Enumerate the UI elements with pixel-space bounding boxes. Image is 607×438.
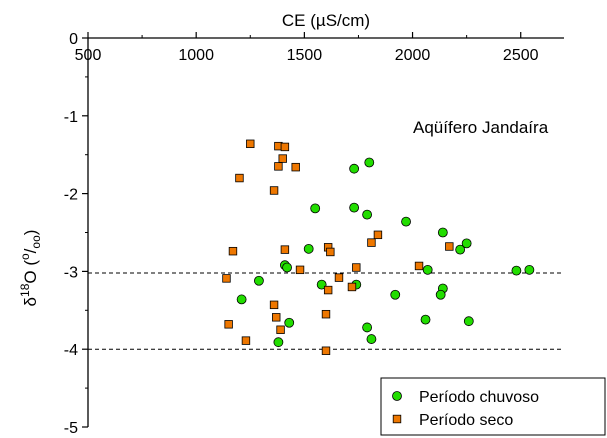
- data-point-chuvoso: [303, 243, 314, 254]
- data-point-seco: [280, 142, 290, 152]
- y-tick-label: -5: [64, 420, 78, 437]
- data-point-chuvoso: [254, 275, 264, 286]
- data-point-chuvoso: [362, 322, 373, 333]
- legend: Período chuvoso Período seco: [380, 377, 606, 436]
- data-point-seco: [246, 139, 255, 149]
- data-point-chuvoso: [390, 289, 401, 300]
- y-tick-label: 0: [69, 31, 78, 48]
- legend-marker: [392, 391, 402, 401]
- data-point-seco: [334, 273, 344, 282]
- data-point-seco: [295, 265, 305, 275]
- data-point-seco: [321, 309, 331, 319]
- data-point-seco: [235, 173, 244, 183]
- x-tick-label: 1000: [178, 47, 214, 64]
- data-point-chuvoso: [422, 264, 433, 275]
- data-point-seco: [352, 263, 361, 272]
- y-tick-label: -1: [64, 109, 78, 126]
- data-point-seco: [276, 325, 285, 334]
- data-point-seco: [280, 245, 290, 254]
- data-point-chuvoso: [511, 265, 522, 276]
- y-axis-title-sup-o: o: [18, 253, 32, 260]
- axes: 500 1000 1500 2000 2500 0 -1 -2 -3 -4 -5: [64, 31, 564, 437]
- data-point-seco: [269, 186, 279, 195]
- legend-marker: [392, 414, 402, 424]
- data-point-chuvoso: [364, 157, 375, 168]
- y-axis-title-slash: /: [21, 248, 40, 253]
- data-point-chuvoso: [236, 294, 247, 305]
- y-axis-title-delta: δ: [21, 297, 40, 306]
- data-point-chuvoso: [310, 203, 321, 214]
- y-axis-title: δ18O (o/oo): [18, 230, 43, 307]
- data-point-seco: [445, 242, 454, 251]
- data-point-seco: [323, 285, 333, 295]
- data-point-seco: [274, 162, 283, 171]
- y-tick-label: -2: [64, 187, 78, 204]
- legend-label: Período seco: [419, 412, 513, 429]
- data-point-seco: [367, 238, 376, 247]
- data-point-chuvoso: [282, 262, 292, 273]
- data-point-seco: [321, 346, 331, 355]
- y-axis-title-sub-oo: oo: [29, 235, 43, 249]
- data-point-chuvoso: [463, 316, 474, 327]
- data-point-chuvoso: [401, 216, 411, 227]
- y-axis-title-close: ): [21, 230, 40, 236]
- data-point-seco: [347, 282, 357, 292]
- legend-box: [380, 377, 606, 436]
- data-point-seco: [241, 336, 251, 345]
- data-point-chuvoso: [316, 279, 327, 290]
- data-point-chuvoso: [273, 337, 284, 348]
- data-point-chuvoso: [420, 314, 431, 325]
- data-point-chuvoso: [284, 317, 295, 328]
- data-point-seco: [278, 154, 287, 163]
- data-point-seco: [326, 247, 335, 257]
- data-point-chuvoso: [437, 227, 448, 238]
- data-point-chuvoso: [362, 209, 373, 220]
- data-point-seco: [291, 162, 300, 172]
- x-axis-title: CE (µS/cm): [282, 11, 370, 30]
- data-point-chuvoso: [349, 163, 360, 174]
- data-point-chuvoso: [349, 202, 360, 213]
- legend-label: Período chuvoso: [419, 389, 539, 406]
- data-point-seco: [222, 274, 231, 283]
- data-point-seco: [272, 313, 281, 322]
- data-point-chuvoso: [435, 289, 446, 300]
- data-point-seco: [269, 300, 279, 310]
- y-axis-title-element: O (: [21, 260, 40, 284]
- x-tick-label: 2000: [395, 47, 431, 64]
- data-point-seco: [228, 246, 238, 256]
- data-point-seco: [414, 261, 424, 271]
- data-point-seco: [373, 230, 383, 240]
- y-tick-label: -4: [64, 342, 78, 359]
- chart-annotation: Aqüífero Jandaíra: [413, 118, 549, 137]
- x-tick-label: 1500: [287, 47, 323, 64]
- x-tick-label: 500: [75, 47, 102, 64]
- data-point-chuvoso: [461, 238, 472, 249]
- data-point-seco: [224, 320, 233, 329]
- data-point-chuvoso: [524, 264, 535, 275]
- data-points: [222, 139, 535, 355]
- y-tick-label: -3: [64, 264, 78, 281]
- data-point-chuvoso: [455, 244, 466, 255]
- x-tick-label: 2500: [503, 47, 539, 64]
- data-point-chuvoso: [366, 334, 377, 344]
- y-axis-title-mass: 18: [18, 283, 32, 297]
